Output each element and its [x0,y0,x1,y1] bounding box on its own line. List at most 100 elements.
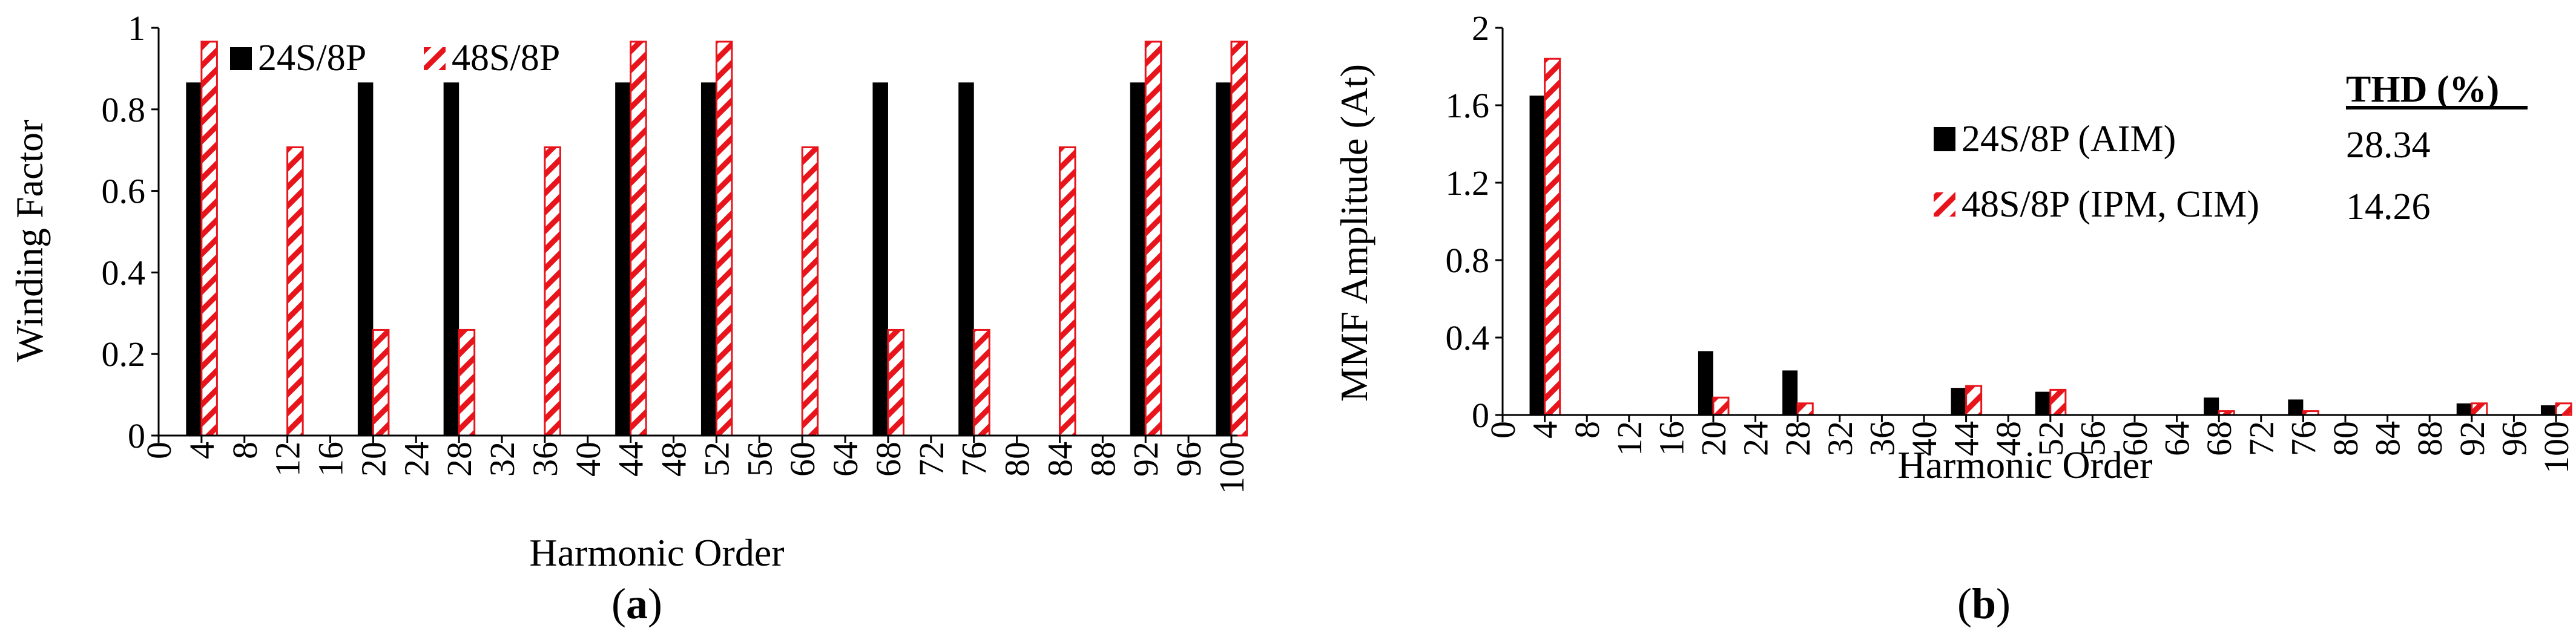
x-tick-label: 80 [2326,421,2365,456]
bar-48s-8p-h68 [887,328,904,437]
bar-48s-8p-ipm-cim-h92 [2471,402,2488,416]
bar-24s-8p-h76 [958,82,974,436]
x-tick-label: 76 [2284,421,2323,456]
y-tick-label: 0 [1472,396,1489,435]
y-axis-label: Winding Factor [8,120,51,362]
y-tick-label: 1.6 [1446,86,1490,125]
x-tick-label: 52 [697,442,736,477]
bar-24s-8p-aim-h92 [2456,403,2472,415]
legend-label-48s8p: 48S/8P [452,38,560,79]
x-tick-label: 72 [2242,421,2281,456]
x-axis-ticks: 0 4 8 12 16 20 24 28 32 36 40 44 48 52 56 60 64 68 72 76 80 8… [1483,415,2576,474]
y-tick-label: 1.2 [1446,163,1490,203]
x-tick-label: 24 [397,442,436,477]
y-tick-label: 0.2 [102,335,146,374]
winding-factor-chart: 00.20.40.60.81 0 4 8 12 16 20 24 28 32 36 40 44 48 52… [8,8,1251,628]
x-tick-label: 24 [1736,421,1776,456]
x-tick-label: 0 [139,442,179,459]
legend-label-24s8p: 24S/8P [258,38,366,79]
bar-48s-8p-h76 [973,328,990,437]
x-axis-ticks: 0 4 8 12 16 20 24 28 32 36 40 44 48 52 56 60 64 68 72 76 80 8… [139,436,1251,494]
x-tick-label: 8 [1567,421,1607,439]
x-tick-label: 4 [182,442,222,459]
legend-swatch-48s8p-ipm-cim [1934,192,1955,217]
bar-48s-8p-ipm-cim-h52 [2049,388,2067,416]
x-tick-label: 0 [1483,421,1523,439]
legend: 24S/8P 48S/8P [230,38,560,79]
x-tick-label: 16 [311,442,351,477]
bar-48s-8p-h20 [372,328,390,437]
bar-24s-8p-aim-h76 [2288,399,2304,415]
x-tick-label: 28 [440,442,479,477]
bar-24s-8p-aim-h44 [1951,388,1966,415]
x-tick-label: 48 [654,442,694,477]
bars [1529,57,2572,416]
x-tick-label: 56 [740,442,779,477]
bar-48s-8p-h28 [458,328,476,437]
x-tick-label: 28 [1778,421,1817,456]
x-tick-label: 92 [1126,442,1165,477]
y-tick-label: 0.4 [1446,318,1490,358]
bar-48s-8p-h12 [286,146,304,437]
bar-24s-8p-aim-h20 [1698,351,1713,415]
x-tick-label: 96 [2494,421,2534,456]
bars [186,41,1248,437]
x-tick-label: 52 [2031,421,2070,456]
x-tick-label: 12 [1610,421,1649,456]
mmf-amplitude-chart: 00.40.81.21.62 0 4 8 12 16 20 24 28 32 36 40 44 48 52… [1332,8,2576,628]
bar-48s-8p-h4 [200,41,218,437]
x-tick-label: 84 [2368,421,2408,456]
x-axis-label: Harmonic Order [1897,443,2152,486]
bar-24s-8p-h44 [615,82,631,436]
x-tick-label: 20 [1694,421,1733,456]
x-tick-label: 84 [1040,442,1079,477]
axes [1501,28,2562,416]
caption-a: (a) [611,580,662,628]
x-tick-label: 76 [955,442,994,477]
bar-24s-8p-h28 [443,82,460,436]
bar-24s-8p-h4 [186,82,202,436]
bar-24s-8p-h100 [1216,82,1231,436]
x-tick-label: 88 [2410,421,2449,456]
x-tick-label: 68 [869,442,908,477]
bar-48s-8p-h84 [1058,146,1076,437]
x-axis-label: Harmonic Order [529,531,784,574]
x-tick-label: 20 [354,442,393,477]
caption-b: (b) [1957,580,2011,628]
bar-24s-8p-h92 [1130,82,1146,436]
y-tick-label: 0 [128,416,145,456]
x-tick-label: 36 [1862,421,1902,456]
x-tick-label: 44 [1947,421,1986,456]
x-tick-label: 44 [611,442,651,477]
thd-header: THD (%) [2346,69,2499,110]
y-tick-label: 0.6 [102,172,146,211]
x-tick-label: 32 [1820,421,1860,456]
bar-48s-8p-ipm-cim-h4 [1544,57,1561,416]
x-tick-label: 80 [998,442,1037,477]
legend-label-24s8p-aim: 24S/8P (AIM) [1962,119,2176,160]
bar-48s-8p-h92 [1144,41,1162,437]
x-tick-label: 100 [2537,421,2576,474]
x-tick-label: 32 [483,442,522,477]
y-tick-label: 2 [1472,8,1489,48]
bar-48s-8p-h44 [630,41,647,437]
legend-swatch-24s8p-aim [1934,127,1955,151]
y-axis-label: MMF Amplitude (At) [1332,64,1375,402]
x-tick-label: 60 [783,442,822,477]
bar-48s-8p-ipm-cim-h100 [2555,402,2572,416]
y-axis-ticks: 0 0.2 0.4 0.6 0.8 1 [102,8,159,456]
bar-24s-8p-h68 [872,82,888,436]
bar-48s-8p-h52 [715,41,733,437]
bar-24s-8p-h52 [700,82,717,436]
bar-24s-8p-aim-h100 [2540,405,2556,415]
legend-swatch-48s8p [424,47,446,70]
x-tick-label: 16 [1652,421,1691,456]
y-tick-label: 0.4 [102,253,146,292]
thd-value-48s8p-ipm-cim: 14.26 [2346,186,2431,227]
bar-24s-8p-aim-h28 [1782,370,1798,415]
x-tick-label: 4 [1526,421,1565,439]
x-tick-label: 88 [1083,442,1122,477]
x-tick-label: 100 [1212,442,1251,494]
bar-48s-8p-h100 [1230,41,1248,437]
